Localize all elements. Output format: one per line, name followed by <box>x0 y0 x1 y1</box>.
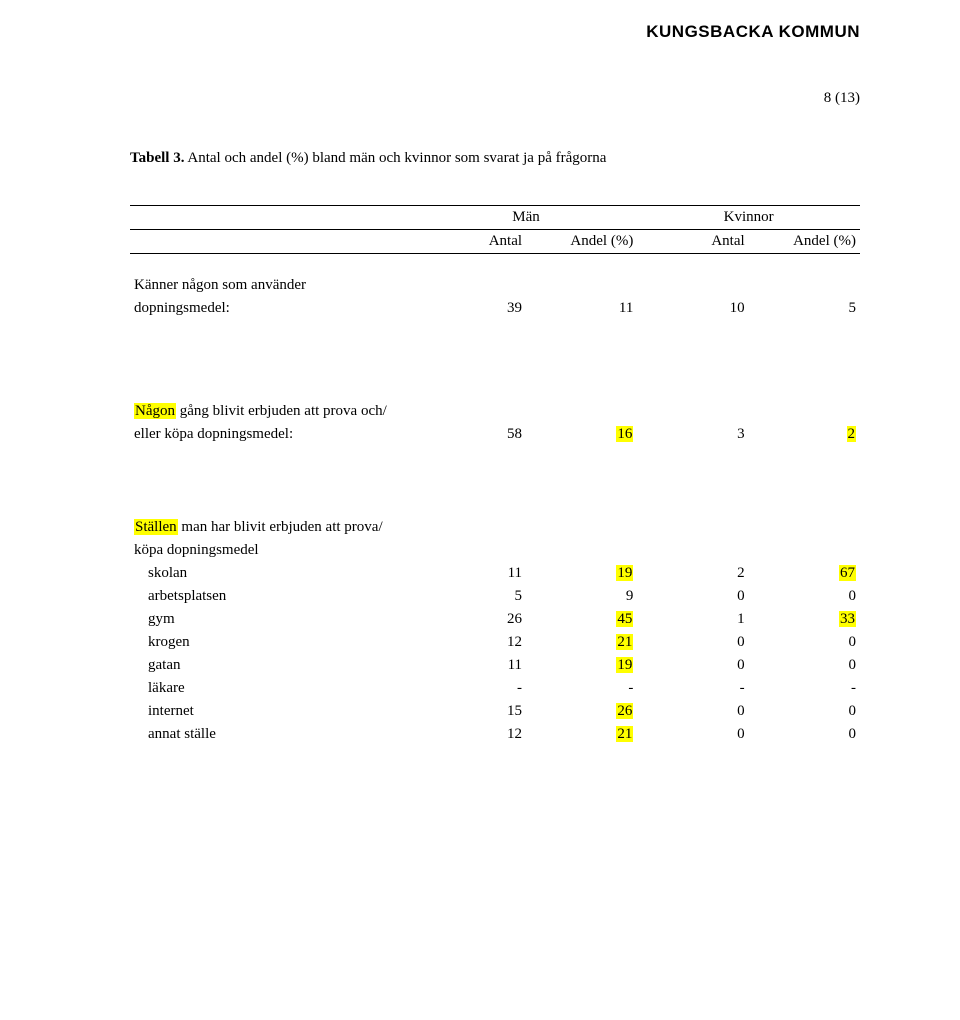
row-label: skolan <box>130 562 415 585</box>
row-value: 11 <box>415 654 526 677</box>
caption-label: Tabell 3. <box>130 150 184 166</box>
section1-line2: dopningsmedel: 39 11 10 5 <box>130 297 860 320</box>
section3-line1: Ställen man har blivit erbjuden att prov… <box>130 516 860 539</box>
section2-line1: Någon gång blivit erbjuden att prova och… <box>130 400 860 423</box>
row-value: 0 <box>749 700 860 723</box>
org-header: KUNGSBACKA KOMMUN <box>646 22 860 42</box>
row-value: 0 <box>637 723 748 746</box>
row-value: 1 <box>637 608 748 631</box>
section3-rows: skolan1119267arbetsplatsen5900gym2645133… <box>130 562 860 746</box>
section1-line1: Känner någon som använder <box>130 274 860 297</box>
row-value: 0 <box>749 585 860 608</box>
col-andel-1: Andel (%) <box>526 230 637 254</box>
table-row: läkare---- <box>130 677 860 700</box>
row-value: 5 <box>415 585 526 608</box>
row-value: - <box>526 677 637 700</box>
section1-v2: 10 <box>637 297 748 320</box>
table-row: annat ställe122100 <box>130 723 860 746</box>
col-andel-2: Andel (%) <box>749 230 860 254</box>
section3-rest1: man har blivit erbjuden att prova/ <box>178 519 383 535</box>
section3-text1: Ställen man har blivit erbjuden att prov… <box>130 516 860 539</box>
row-value: 21 <box>526 631 637 654</box>
section1-text1: Känner någon som använder <box>130 274 860 297</box>
section2-v0: 58 <box>415 423 526 446</box>
row-value: 26 <box>415 608 526 631</box>
section3-text2: köpa dopningsmedel <box>130 539 860 562</box>
row-value: - <box>749 677 860 700</box>
row-value: 0 <box>637 631 748 654</box>
col-antal-2: Antal <box>637 230 748 254</box>
row-value: 33 <box>749 608 860 631</box>
section2-rest1: gång blivit erbjuden att prova och/ <box>176 403 387 419</box>
section2-line2: eller köpa dopningsmedel: 58 16 3 2 <box>130 423 860 446</box>
row-value: 19 <box>526 654 637 677</box>
row-value: 9 <box>526 585 637 608</box>
row-value: 12 <box>415 723 526 746</box>
row-value: 0 <box>749 631 860 654</box>
section2-v2: 3 <box>637 423 748 446</box>
table-row: krogen122100 <box>130 631 860 654</box>
row-value: 2 <box>637 562 748 585</box>
row-value: 21 <box>526 723 637 746</box>
row-label: krogen <box>130 631 415 654</box>
section1-v0: 39 <box>415 297 526 320</box>
section2-hl-word: Någon <box>134 403 176 419</box>
section2-text2: eller köpa dopningsmedel: <box>130 423 415 446</box>
section2-v1: 16 <box>526 423 637 446</box>
section1-v1: 11 <box>526 297 637 320</box>
row-label: internet <box>130 700 415 723</box>
row-value: 45 <box>526 608 637 631</box>
page-number: 8 (13) <box>824 90 860 107</box>
row-label: annat ställe <box>130 723 415 746</box>
row-label: arbetsplatsen <box>130 585 415 608</box>
group-header-row: Män Kvinnor <box>130 206 860 230</box>
row-value: 0 <box>749 654 860 677</box>
sub-header-row: Antal Andel (%) Antal Andel (%) <box>130 230 860 254</box>
row-value: 11 <box>415 562 526 585</box>
col-antal-1: Antal <box>415 230 526 254</box>
row-value: 0 <box>637 700 748 723</box>
row-value: 15 <box>415 700 526 723</box>
col-group-women: Kvinnor <box>637 206 860 230</box>
section3-hl-word: Ställen <box>134 519 178 535</box>
caption-text: Antal och andel (%) bland män och kvinno… <box>184 150 606 166</box>
section1-text2: dopningsmedel: <box>130 297 415 320</box>
table-row: skolan1119267 <box>130 562 860 585</box>
section2-text1: Någon gång blivit erbjuden att prova och… <box>130 400 860 423</box>
row-value: - <box>637 677 748 700</box>
row-value: 26 <box>526 700 637 723</box>
section1-v3: 5 <box>749 297 860 320</box>
page-body: Tabell 3. Antal och andel (%) bland män … <box>0 0 960 786</box>
table-caption: Tabell 3. Antal och andel (%) bland män … <box>130 150 860 167</box>
table-row: internet152600 <box>130 700 860 723</box>
row-label: gym <box>130 608 415 631</box>
table-row: gatan111900 <box>130 654 860 677</box>
row-value: 0 <box>637 585 748 608</box>
table-row: arbetsplatsen5900 <box>130 585 860 608</box>
row-value: 67 <box>749 562 860 585</box>
row-value: 0 <box>749 723 860 746</box>
row-value: 12 <box>415 631 526 654</box>
col-group-men: Män <box>415 206 638 230</box>
row-value: 19 <box>526 562 637 585</box>
row-label: läkare <box>130 677 415 700</box>
row-value: 0 <box>637 654 748 677</box>
data-table: Män Kvinnor Antal Andel (%) Antal Andel … <box>130 205 860 746</box>
section3-line2: köpa dopningsmedel <box>130 539 860 562</box>
section2-v3: 2 <box>749 423 860 446</box>
table-row: gym2645133 <box>130 608 860 631</box>
row-value: - <box>415 677 526 700</box>
row-label: gatan <box>130 654 415 677</box>
